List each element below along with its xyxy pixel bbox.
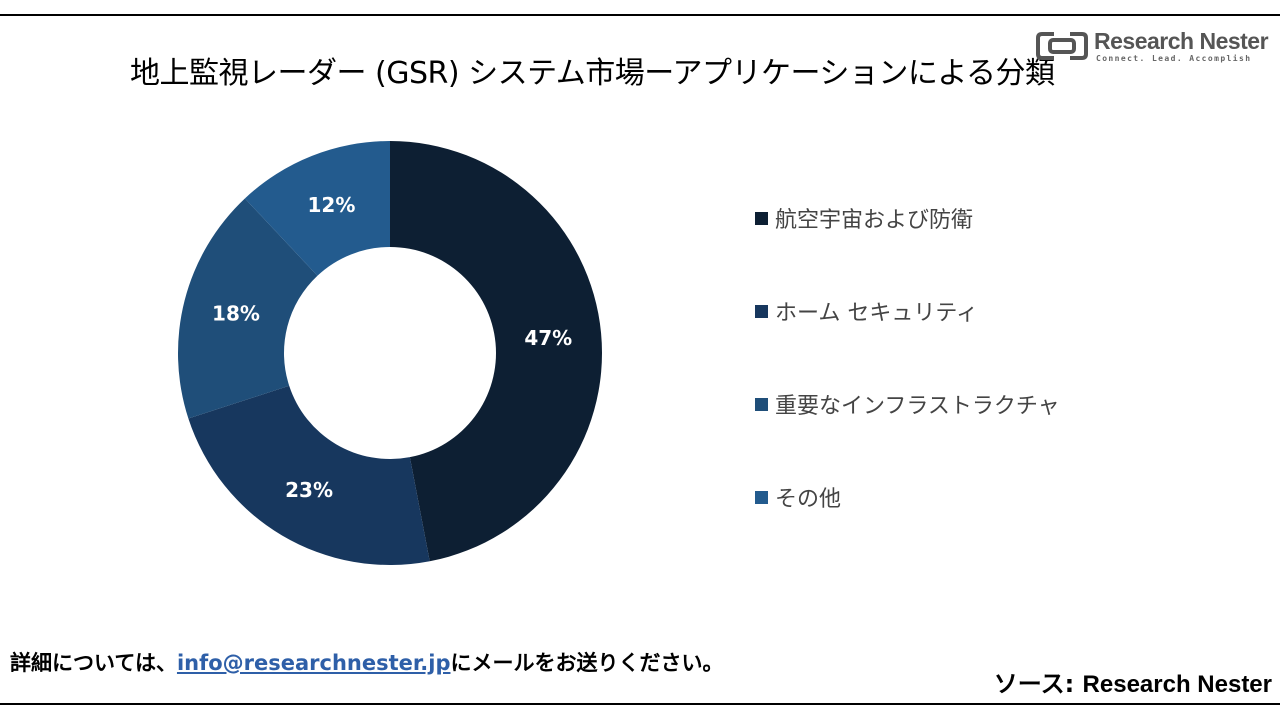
legend-label-2: ホーム セキュリティ (775, 301, 979, 326)
legend-item-1: 航空宇宙および防衛 (755, 200, 973, 236)
legend-item-4: その他 (755, 479, 841, 515)
contact-suffix: にメールをお送りください。 (450, 651, 724, 675)
logo-mark-icon (1036, 32, 1088, 60)
slice-label-3: 18% (212, 301, 260, 325)
source-prefix: ソース: (993, 670, 1083, 698)
logo-tagline: Connect. Lead. Accomplish (1096, 54, 1252, 63)
slice-label-4: 12% (308, 193, 356, 217)
legend-swatch-4 (755, 490, 768, 504)
contact-prefix: 詳細については、 (10, 651, 177, 675)
chart-title: 地上監視レーダー (GSR) システム市場ーアプリケーションによる分類 (130, 56, 1055, 91)
source-name: Research Nester (1082, 671, 1272, 698)
source-credit: ソース: Research Nester (994, 668, 1272, 701)
slice-label-2: 23% (285, 478, 333, 502)
donut-slice-2 (188, 385, 430, 565)
slice-label-1: 47% (524, 326, 572, 350)
bottom-rule (0, 703, 1280, 705)
legend-swatch-3 (755, 397, 768, 411)
legend-label-3: 重要なインフラストラクチャ (775, 394, 1060, 419)
donut-slice-1 (390, 141, 602, 562)
logo-name: Research Nester (1094, 28, 1269, 54)
contact-email-link[interactable]: info@researchnester.jp (176, 651, 451, 675)
donut-slice-3 (178, 198, 318, 419)
contact-note: 詳細については、info@researchnester.jpにメールをお送りくだ… (10, 648, 723, 678)
legend-item-3: 重要なインフラストラクチャ (755, 386, 1060, 422)
legend-swatch-2 (755, 304, 768, 318)
top-rule (0, 14, 1280, 16)
donut-slice-4 (244, 141, 390, 276)
research-nester-logo[interactable]: Research Nester Connect. Lead. Accomplis… (1036, 28, 1269, 68)
legend-label-1: 航空宇宙および防衛 (775, 208, 974, 233)
legend-label-4: その他 (775, 487, 842, 512)
legend-item-2: ホーム セキュリティ (755, 293, 978, 329)
legend-swatch-1 (755, 211, 768, 225)
